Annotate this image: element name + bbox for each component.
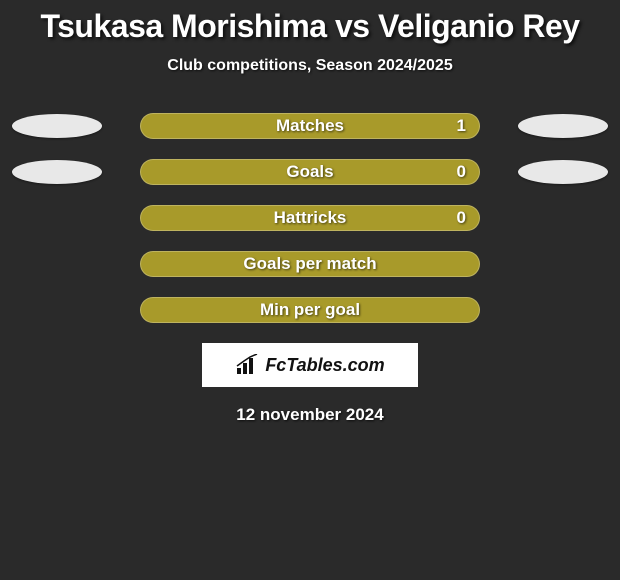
- stat-bar: Goals per match: [140, 251, 480, 277]
- stat-bar: Matches1: [140, 113, 480, 139]
- stat-rows: Matches1Goals0Hattricks0Goals per matchM…: [0, 113, 620, 323]
- stat-row: Goals0: [0, 159, 620, 185]
- stat-value: 1: [457, 116, 466, 136]
- snapshot-date: 12 november 2024: [0, 405, 620, 425]
- player-flag-left: [12, 160, 102, 184]
- brand-text: FcTables.com: [265, 355, 384, 376]
- stats-card: Tsukasa Morishima vs Veliganio Rey Club …: [0, 0, 620, 425]
- stat-row: Hattricks0: [0, 205, 620, 231]
- stat-label: Goals per match: [140, 254, 480, 274]
- season-subtitle: Club competitions, Season 2024/2025: [0, 57, 620, 75]
- stat-label: Matches: [140, 116, 480, 136]
- player-flag-right: [518, 114, 608, 138]
- player-flag-left: [12, 114, 102, 138]
- stat-bar: Min per goal: [140, 297, 480, 323]
- stat-row: Min per goal: [0, 297, 620, 323]
- brand-badge: FcTables.com: [202, 343, 418, 387]
- stat-value: 0: [457, 162, 466, 182]
- stat-label: Goals: [140, 162, 480, 182]
- page-title: Tsukasa Morishima vs Veliganio Rey: [0, 8, 620, 45]
- player-flag-right: [518, 160, 608, 184]
- stat-row: Goals per match: [0, 251, 620, 277]
- stat-value: 0: [457, 208, 466, 228]
- stat-label: Min per goal: [140, 300, 480, 320]
- stat-label: Hattricks: [140, 208, 480, 228]
- bars-icon: [235, 354, 259, 376]
- stat-row: Matches1: [0, 113, 620, 139]
- stat-bar: Goals0: [140, 159, 480, 185]
- stat-bar: Hattricks0: [140, 205, 480, 231]
